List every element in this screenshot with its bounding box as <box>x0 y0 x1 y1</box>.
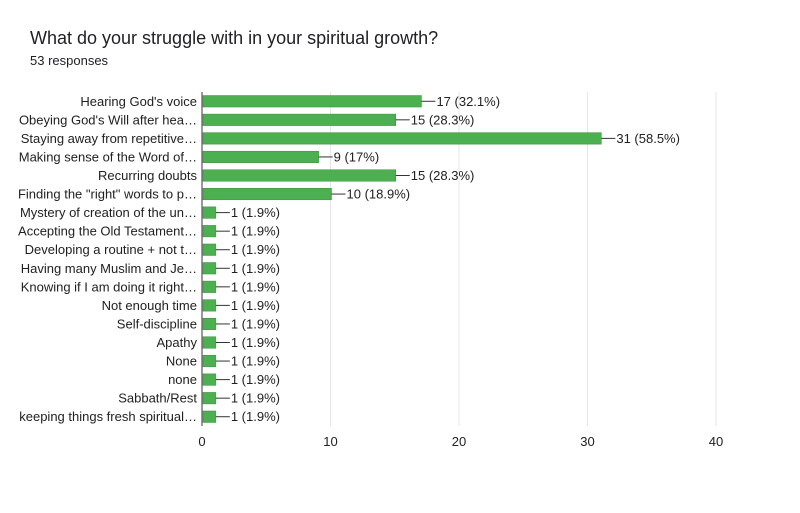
category-label-11: Not enough time <box>102 298 197 313</box>
category-label-4: Recurring doubts <box>98 168 197 183</box>
bar-16 <box>202 392 217 405</box>
category-label-17: keeping things fresh spiritual… <box>19 409 197 424</box>
bar-3 <box>202 150 319 163</box>
x-tick-label-2: 20 <box>452 434 466 449</box>
category-label-9: Having many Muslim and Je… <box>21 261 197 276</box>
bar-9 <box>202 262 217 275</box>
bar-13 <box>202 336 217 349</box>
category-label-7: Accepting the Old Testament… <box>18 224 197 239</box>
category-label-10: Knowing if I am doing it right… <box>21 279 197 294</box>
data-label-15: 1 (1.9%) <box>231 372 280 387</box>
bar-7 <box>202 225 217 238</box>
data-label-17: 1 (1.9%) <box>231 409 280 424</box>
category-label-6: Mystery of creation of the un… <box>20 205 197 220</box>
x-tick-label-0: 0 <box>198 434 205 449</box>
data-label-11: 1 (1.9%) <box>231 298 280 313</box>
data-label-10: 1 (1.9%) <box>231 279 280 294</box>
chart-title: What do your struggle with in your spiri… <box>30 28 439 48</box>
category-label-8: Developing a routine + not t… <box>25 242 197 257</box>
category-label-5: Finding the "right" words to p… <box>18 187 197 202</box>
data-label-7: 1 (1.9%) <box>231 224 280 239</box>
bar-15 <box>202 373 217 386</box>
category-label-15: none <box>168 372 197 387</box>
data-label-16: 1 (1.9%) <box>231 391 280 406</box>
data-label-4: 15 (28.3%) <box>411 168 475 183</box>
bar-2 <box>202 132 602 145</box>
bar-14 <box>202 355 217 368</box>
data-label-13: 1 (1.9%) <box>231 335 280 350</box>
category-label-14: None <box>166 354 197 369</box>
category-label-13: Apathy <box>157 335 198 350</box>
bar-8 <box>202 243 217 256</box>
data-label-2: 31 (58.5%) <box>616 131 680 146</box>
data-label-0: 17 (32.1%) <box>436 94 500 109</box>
bar-10 <box>202 280 217 293</box>
data-label-6: 1 (1.9%) <box>231 205 280 220</box>
bar-4 <box>202 169 396 182</box>
data-label-1: 15 (28.3%) <box>411 112 475 127</box>
data-label-3: 9 (17%) <box>334 149 380 164</box>
data-label-5: 10 (18.9%) <box>347 187 411 202</box>
data-label-8: 1 (1.9%) <box>231 242 280 257</box>
bar-6 <box>202 206 217 219</box>
x-tick-label-3: 30 <box>580 434 594 449</box>
category-label-16: Sabbath/Rest <box>118 391 197 406</box>
x-tick-label-1: 10 <box>323 434 337 449</box>
category-label-3: Making sense of the Word of… <box>19 149 197 164</box>
bar-17 <box>202 410 217 423</box>
category-label-1: Obeying God's Will after hea… <box>19 112 197 127</box>
data-label-9: 1 (1.9%) <box>231 261 280 276</box>
bar-1 <box>202 113 396 126</box>
category-label-0: Hearing God's voice <box>80 94 197 109</box>
category-label-12: Self-discipline <box>117 316 197 331</box>
x-tick-label-4: 40 <box>709 434 723 449</box>
category-label-2: Staying away from repetitive… <box>21 131 197 146</box>
data-label-12: 1 (1.9%) <box>231 316 280 331</box>
data-label-14: 1 (1.9%) <box>231 354 280 369</box>
response-count: 53 responses <box>30 53 109 68</box>
bar-0 <box>202 95 422 108</box>
bar-11 <box>202 299 217 312</box>
bar-5 <box>202 188 332 201</box>
bar-12 <box>202 317 217 330</box>
